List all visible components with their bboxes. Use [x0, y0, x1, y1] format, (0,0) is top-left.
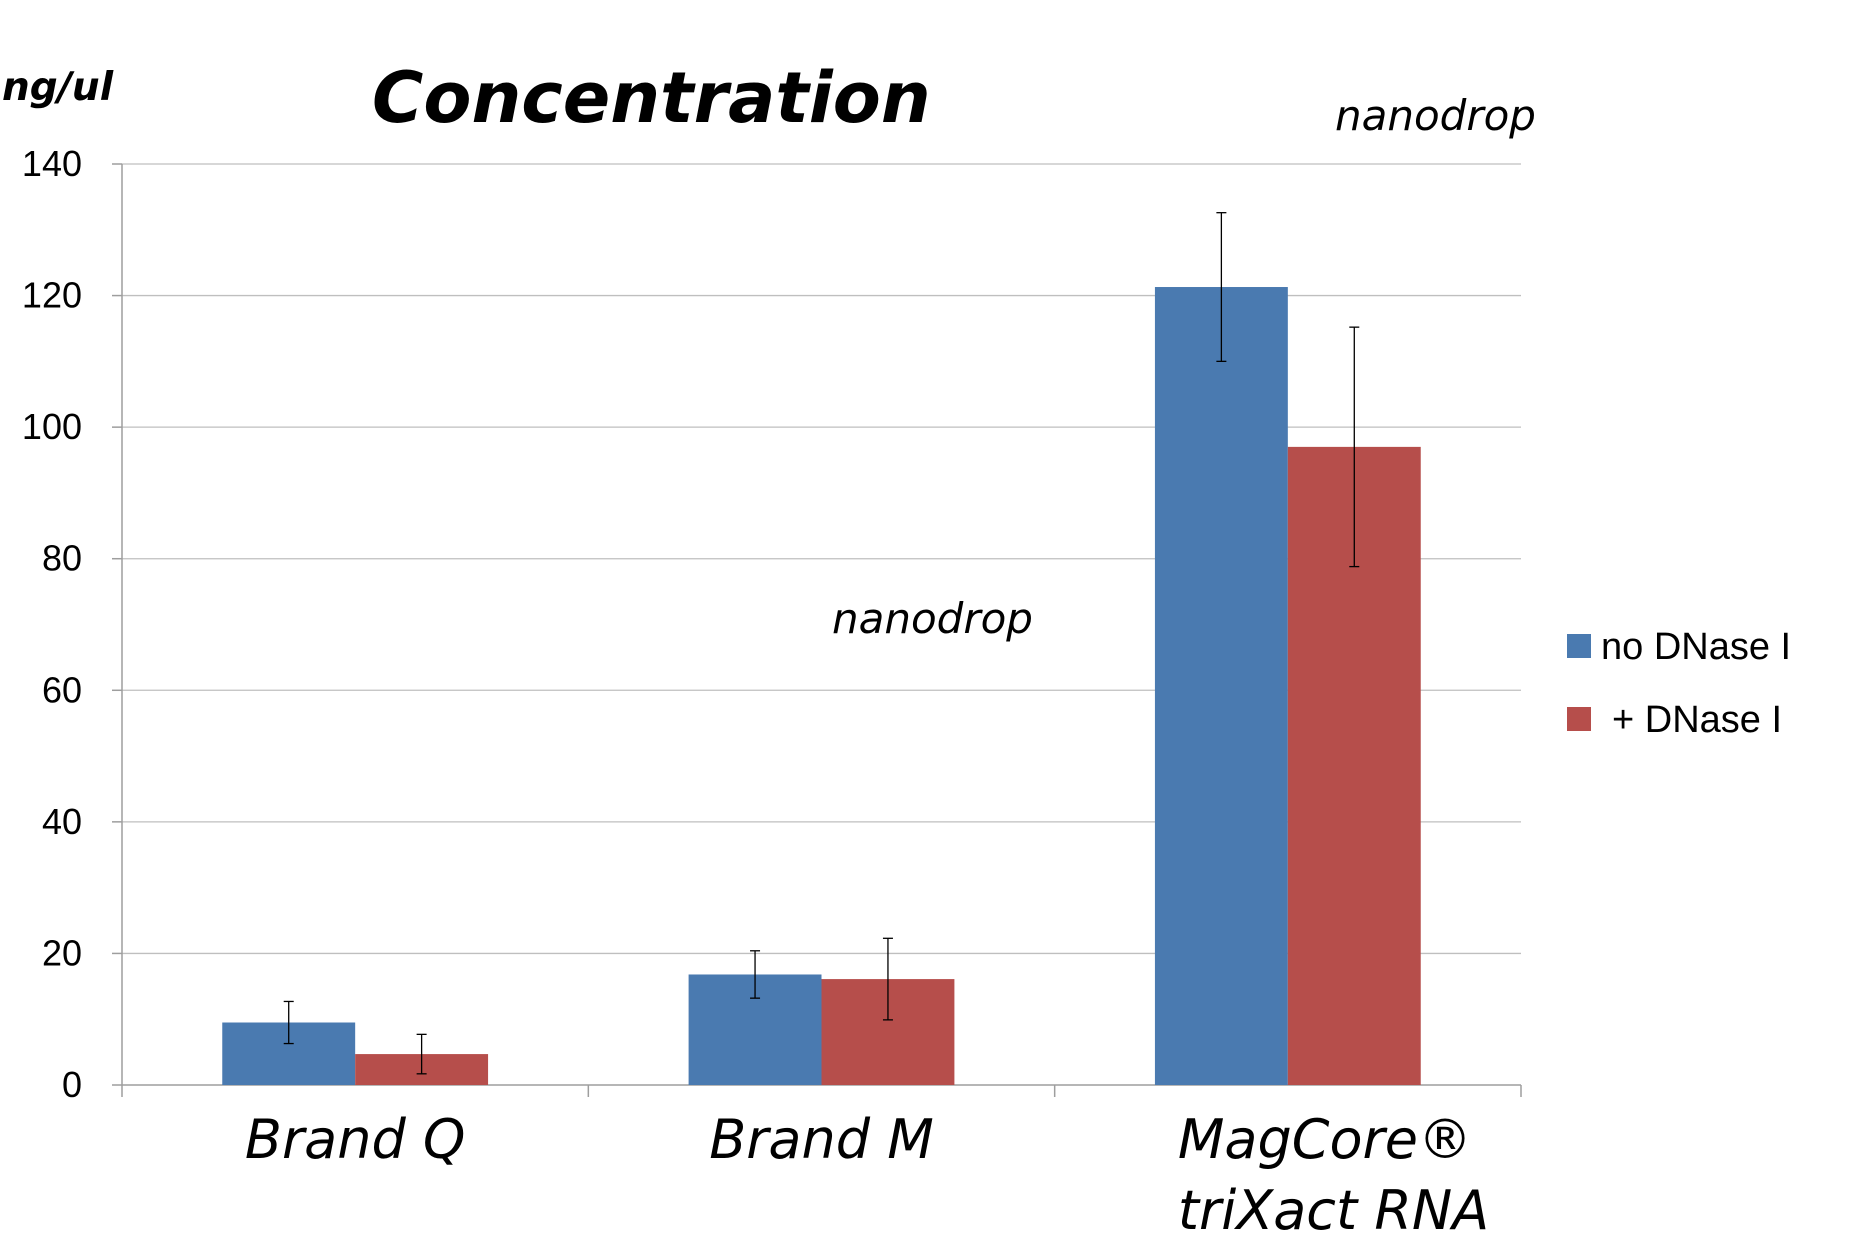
legend-swatch-plus-dnase	[1567, 707, 1591, 731]
tick-labels: 0 20 40 60 80 100 120 140 Brand Q Brand M MagCore®…	[22, 143, 1489, 1234]
legend-label-no-dnase: no DNase I	[1601, 626, 1791, 668]
legend-swatch-no-dnase	[1567, 634, 1591, 658]
bar	[1154, 287, 1288, 1085]
x-tick-label: Brand Q	[245, 1108, 466, 1171]
y-tick-label: 60	[42, 669, 82, 710]
annotation-nanodrop-top: nanodrop	[1335, 91, 1536, 140]
y-tick-label: 80	[42, 538, 82, 579]
y-tick-label: 40	[42, 801, 82, 842]
bars	[222, 287, 1421, 1086]
x-tick-label: MagCore®	[1178, 1108, 1472, 1171]
y-tick-label: 120	[22, 275, 82, 316]
x-tick-label: triXact RNA	[1178, 1179, 1489, 1234]
y-tick-label: 140	[22, 143, 82, 184]
chart-title: Concentration	[372, 57, 931, 139]
y-unit-label: ng/ul	[2, 65, 114, 110]
annotation-nanodrop-middle: nanodrop	[832, 594, 1033, 643]
error-bars	[283, 212, 1360, 1075]
y-tick-label: 100	[22, 406, 82, 447]
y-tick-label: 20	[42, 932, 82, 973]
legend: no DNase I + DNase I	[1567, 626, 1791, 741]
y-tick-label: 0	[62, 1064, 82, 1105]
x-tick-label: Brand M	[709, 1108, 934, 1171]
legend-label-plus-dnase: + DNase I	[1612, 699, 1782, 741]
gridlines	[122, 163, 1521, 955]
